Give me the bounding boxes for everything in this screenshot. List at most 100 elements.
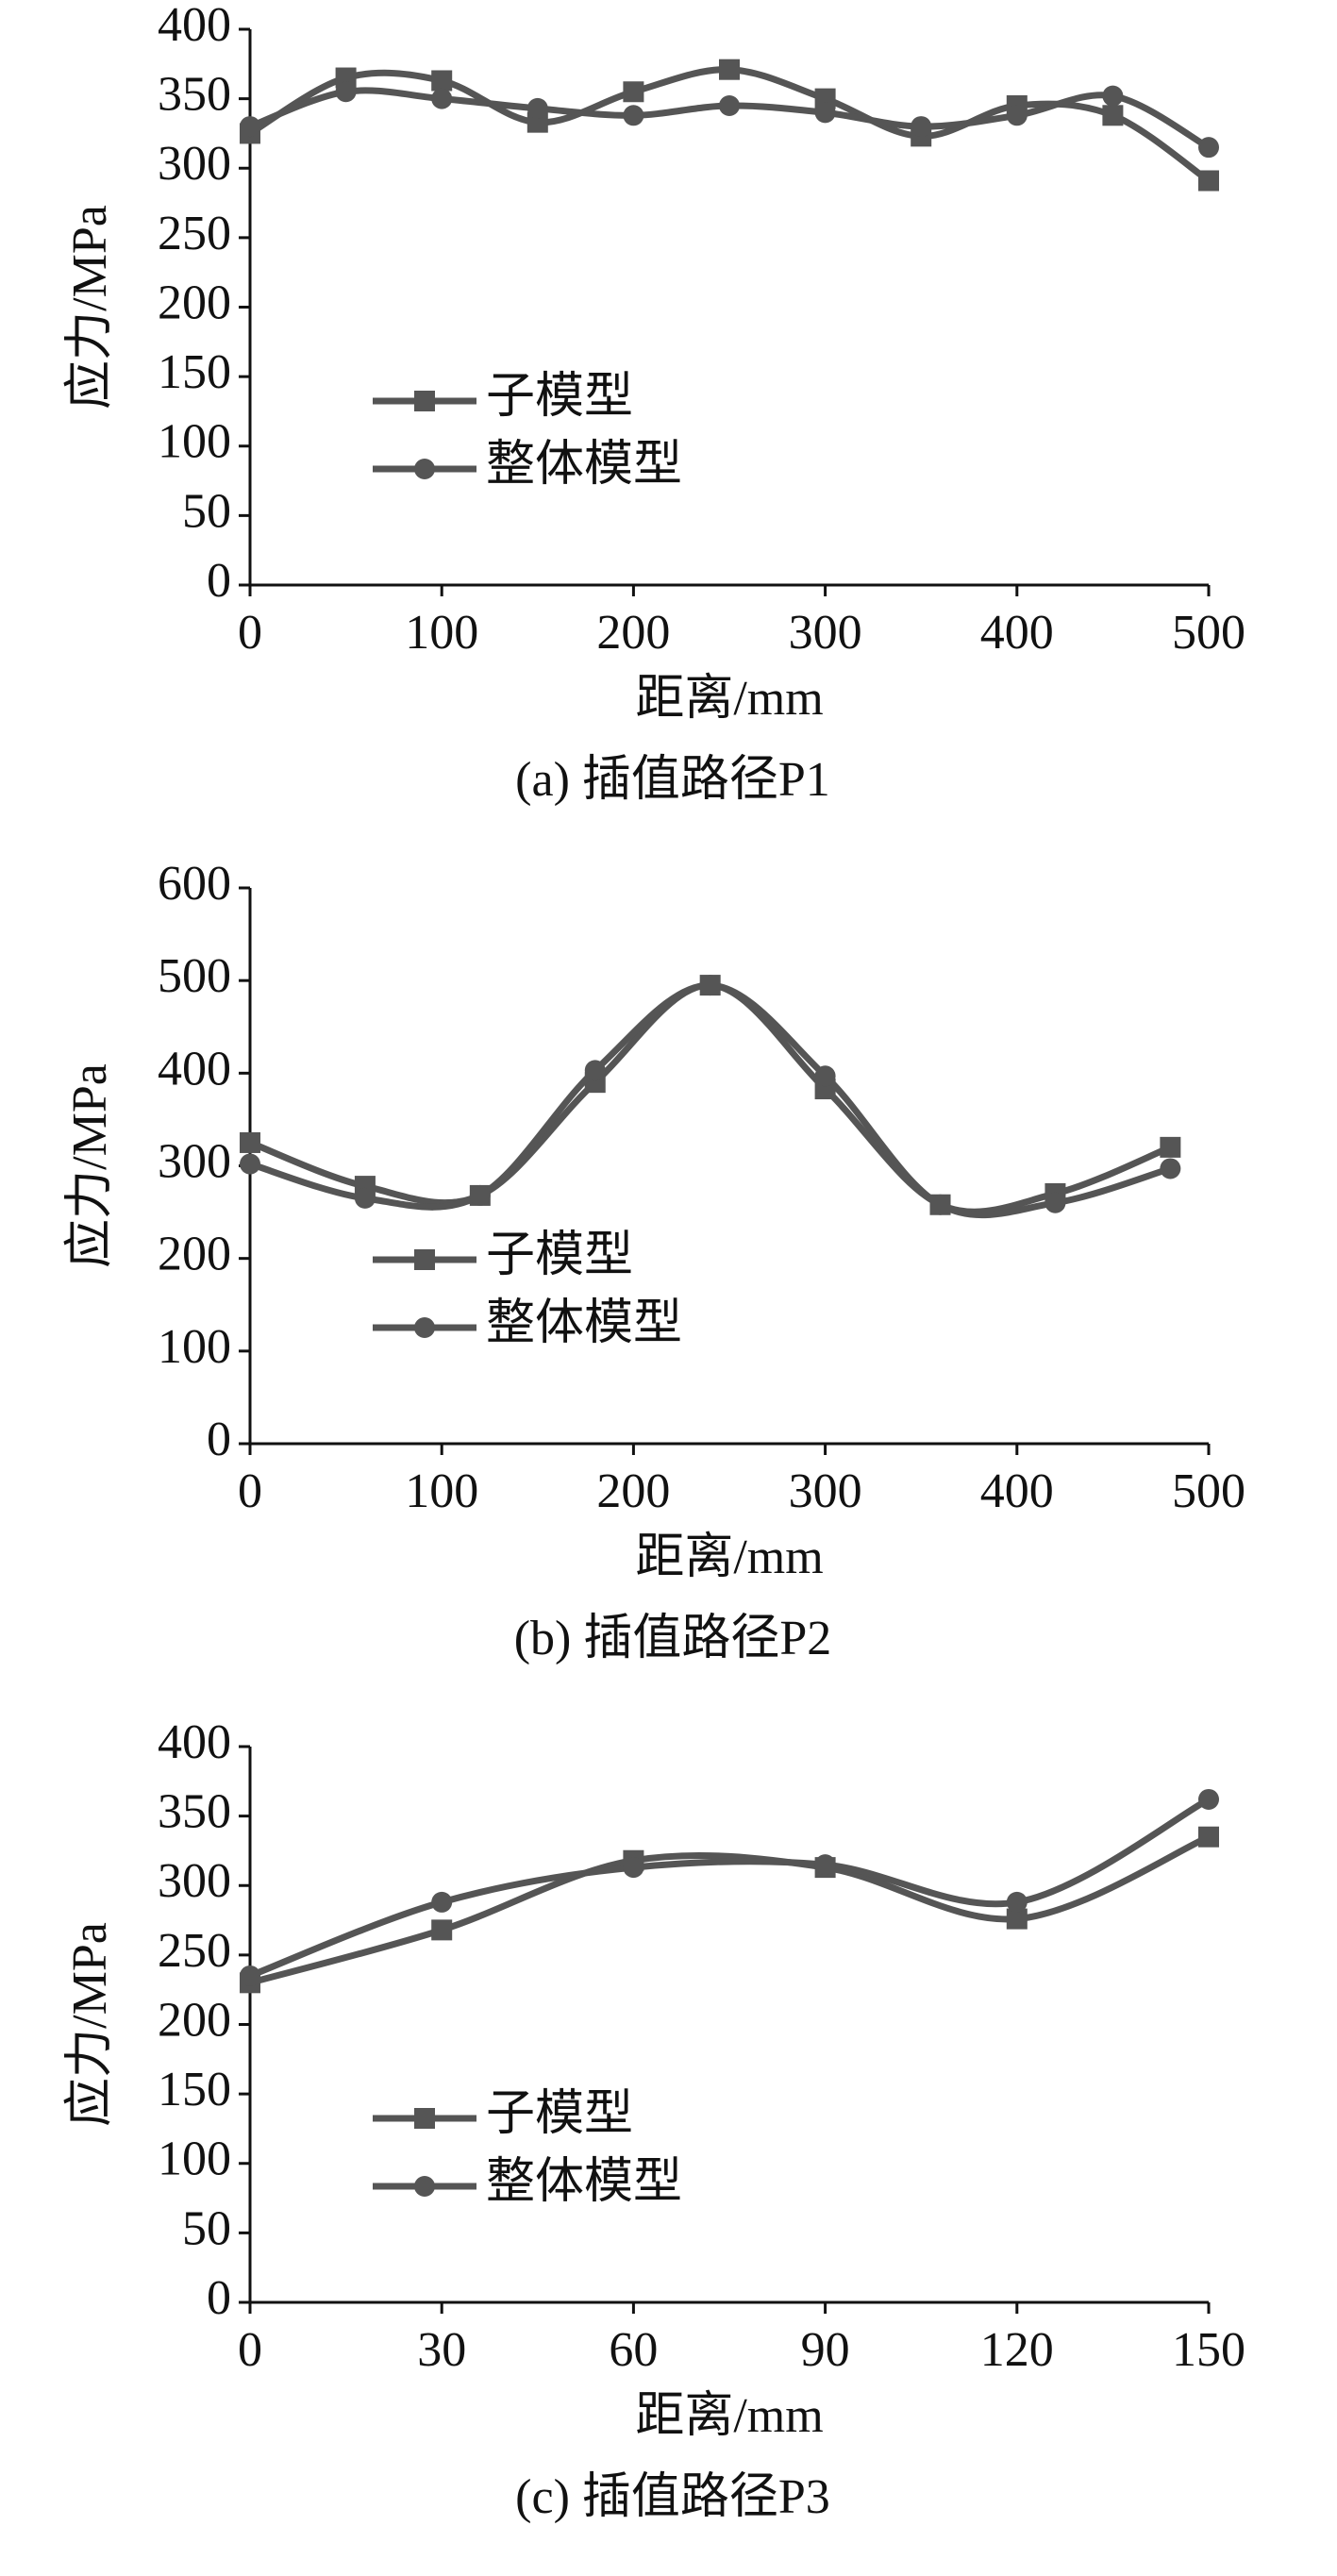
y-tick-label: 400 [158,1715,231,1769]
y-tick-label: 50 [182,2201,231,2255]
marker-square [1198,1826,1219,1848]
caption: (c) 插值路径P3 [515,2470,830,2524]
marker-square [431,1919,453,1941]
y-tick-label: 150 [158,2063,231,2116]
marker-circle [1006,105,1028,126]
y-tick-label: 200 [158,1228,231,1281]
caption: (b) 插值路径P2 [514,1612,832,1665]
marker-circle [911,116,932,138]
x-axis-label: 距离/mm [635,1531,823,1584]
y-axis-label: 应力/MPa [63,1922,117,2127]
chart-panel: 0 50 100 150 200 250 300 350 400 0 30 60 90 120 150 距离/… [63,1715,1245,2524]
marker-circle [1045,1192,1066,1213]
x-axis-label: 距离/mm [635,672,823,726]
y-tick-label: 0 [207,2271,231,2325]
marker-circle [584,1060,606,1081]
y-tick-label: 400 [158,0,231,52]
x-tick-label: 0 [238,2323,262,2377]
x-tick-label: 90 [801,2323,850,2377]
marker-circle [1160,1158,1181,1179]
y-tick-label: 200 [158,276,231,329]
x-tick-label: 400 [980,606,1054,660]
marker-square [431,70,453,92]
y-tick-label: 150 [158,345,231,399]
chart-panel: 0 100 200 300 400 500 600 0 100 200 300 400 500 距离/mm… [63,857,1245,1665]
marker-circle [240,116,260,138]
x-tick-label: 300 [789,606,862,660]
legend-label: 子模型 [486,1229,633,1282]
legend-label: 整体模型 [486,1296,682,1350]
x-tick-label: 60 [609,2323,658,2377]
series-line [248,981,1172,1215]
marker-square [414,1249,435,1270]
marker-circle [469,1184,491,1206]
y-tick-label: 50 [182,484,231,538]
marker-square [719,59,740,80]
marker-circle [335,81,357,103]
y-tick-label: 0 [207,554,231,608]
y-tick-label: 250 [158,207,231,260]
series-line [248,981,1172,1219]
marker-circle [526,97,548,119]
marker-circle [240,1965,260,1986]
x-tick-label: 150 [1172,2323,1245,2377]
x-tick-label: 120 [980,2323,1054,2377]
y-tick-label: 0 [207,1413,231,1466]
marker-circle [814,102,836,124]
legend-label: 整体模型 [486,2155,682,2209]
marker-square [240,1131,260,1153]
marker-square [414,2108,435,2129]
marker-circle [719,94,740,116]
marker-square [1160,1136,1181,1158]
x-tick-label: 200 [596,1464,670,1518]
x-tick-label: 500 [1172,606,1245,660]
x-tick-label: 300 [789,1464,862,1518]
caption: (a) 插值路径P1 [515,753,830,807]
series-line [248,1796,1211,1980]
marker-circle [814,1065,836,1087]
y-tick-label: 300 [158,1854,231,1908]
marker-circle [1006,1891,1028,1913]
marker-circle [929,1194,951,1215]
marker-circle [414,459,435,479]
marker-circle [431,1891,453,1913]
y-tick-label: 300 [158,1134,231,1188]
y-axis-label: 应力/MPa [63,1063,117,1268]
y-tick-label: 100 [158,1320,231,1374]
marker-circle [414,1317,435,1338]
y-tick-label: 350 [158,1785,231,1839]
y-tick-label: 600 [158,857,231,911]
marker-circle [623,105,644,126]
y-tick-label: 200 [158,1993,231,2047]
marker-circle [1102,85,1124,107]
y-tick-label: 400 [158,1042,231,1096]
marker-circle [699,975,721,996]
x-tick-label: 200 [596,606,670,660]
marker-circle [414,2176,435,2197]
y-tick-label: 500 [158,949,231,1003]
series-line [248,66,1211,184]
y-tick-label: 100 [158,415,231,469]
x-tick-label: 0 [238,1464,262,1518]
y-tick-label: 250 [158,1924,231,1978]
x-tick-label: 500 [1172,1464,1245,1518]
marker-circle [240,1153,260,1175]
y-axis-label: 应力/MPa [63,205,117,410]
marker-circle [1198,1788,1219,1810]
x-tick-label: 0 [238,606,262,660]
x-tick-label: 30 [417,2323,466,2377]
marker-circle [814,1854,836,1876]
marker-square [623,81,644,103]
x-tick-label: 100 [405,606,478,660]
y-tick-label: 350 [158,68,231,122]
series-line [249,1833,1211,1986]
chart-panel: 0 50 100 150 200 250 300 350 400 0 100 200 300 400 500… [63,0,1245,807]
legend-label: 子模型 [486,370,633,424]
marker-square [414,391,435,411]
marker-circle [623,1857,644,1879]
x-tick-label: 100 [405,1464,478,1518]
marker-square [1102,105,1124,126]
x-axis-label: 距离/mm [635,2389,823,2443]
